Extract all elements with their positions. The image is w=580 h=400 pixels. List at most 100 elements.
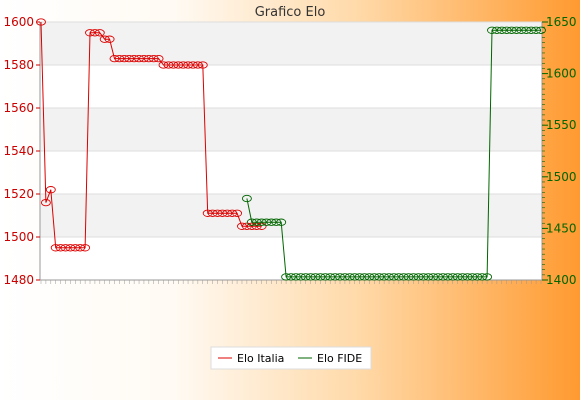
series-point-0 — [129, 54, 140, 63]
series-point-1 — [344, 273, 355, 281]
series-point-0 — [173, 61, 184, 69]
series-point-0 — [202, 209, 213, 217]
left-tick-label: 1600 — [3, 15, 34, 29]
right-tick-label: 1650 — [546, 15, 577, 29]
series-point-1 — [447, 273, 458, 281]
series-point-1 — [438, 273, 448, 281]
series-layer — [36, 18, 546, 281]
series-point-1 — [462, 273, 473, 281]
left-tick-label: 1580 — [3, 58, 34, 72]
series-point-0 — [99, 35, 110, 43]
series-point-1 — [418, 273, 429, 281]
grid-band — [40, 194, 542, 237]
axis-layer: 1480 1500 1520 1540 1560 1580 1600 1400 1450 1500… — [3, 15, 576, 287]
series-point-1 — [349, 273, 360, 281]
series-point-0 — [80, 244, 91, 252]
series-point-0 — [119, 54, 130, 63]
series-point-1 — [491, 26, 502, 34]
series-point-1 — [506, 26, 517, 34]
series-point-0 — [251, 222, 262, 230]
series-point-1 — [276, 218, 287, 226]
series-point-1 — [261, 218, 272, 226]
series-point-1 — [266, 218, 277, 226]
series-point-0 — [75, 244, 86, 252]
series-point-1 — [374, 273, 385, 281]
series-point-1 — [467, 273, 478, 281]
series-point-0 — [192, 61, 203, 69]
series-point-1 — [388, 273, 399, 281]
series-point-1 — [295, 273, 306, 281]
series-point-0 — [50, 244, 61, 252]
series-point-0 — [241, 222, 252, 230]
series-point-0 — [104, 35, 115, 43]
series-point-0 — [232, 209, 243, 217]
series-point-1 — [393, 273, 404, 281]
series-point-1 — [286, 273, 296, 281]
series-point-1 — [536, 26, 546, 34]
series-point-1 — [501, 26, 512, 34]
left-tick-label: 1560 — [3, 101, 34, 115]
series-point-1 — [335, 273, 345, 281]
series-point-1 — [251, 218, 262, 226]
right-tick-label: 1550 — [546, 118, 577, 132]
series-point-1 — [246, 218, 257, 226]
series-point-0 — [168, 61, 179, 69]
series-point-0 — [40, 198, 51, 207]
series-point-1 — [379, 273, 390, 281]
series-point-0 — [217, 209, 228, 217]
left-tick-label: 1500 — [3, 230, 34, 244]
series-point-1 — [256, 218, 267, 226]
series-point-0 — [65, 244, 76, 252]
series-point-0 — [85, 29, 95, 37]
legend: Elo Italia Elo FIDE — [210, 346, 372, 370]
series-point-0 — [60, 244, 71, 252]
series-point-1 — [354, 273, 365, 281]
series-point-1 — [496, 26, 507, 34]
series-point-1 — [271, 218, 282, 226]
series-point-1 — [305, 273, 316, 281]
series-point-0 — [94, 29, 105, 37]
series-point-1 — [521, 26, 532, 34]
series-point-1 — [423, 273, 434, 281]
series-point-0 — [55, 244, 66, 252]
series-point-1 — [526, 26, 537, 34]
series-point-0 — [153, 54, 164, 63]
series-point-0 — [178, 61, 189, 69]
series-point-1 — [359, 273, 370, 281]
left-tick-label: 1480 — [3, 273, 34, 287]
series-point-1 — [433, 273, 444, 281]
series-point-1 — [290, 273, 301, 281]
series-point-0 — [246, 222, 257, 230]
grid-layer — [40, 21, 542, 281]
series-point-1 — [477, 273, 488, 281]
series-line-0 — [40, 21, 262, 249]
series-point-0 — [124, 54, 135, 63]
legend-label-elo-italia: Elo Italia — [237, 352, 284, 365]
series-point-1 — [325, 273, 336, 281]
series-point-0 — [109, 54, 120, 63]
series-point-1 — [408, 273, 419, 281]
series-point-1 — [482, 273, 493, 281]
series-point-1 — [330, 273, 341, 281]
series-point-1 — [310, 273, 321, 281]
series-point-0 — [70, 244, 81, 252]
grid-band — [40, 108, 542, 151]
series-point-0 — [222, 209, 233, 217]
series-point-1 — [428, 273, 439, 281]
series-point-1 — [384, 273, 394, 281]
series-point-1 — [339, 273, 350, 281]
series-point-0 — [256, 222, 267, 230]
series-point-1 — [531, 26, 542, 34]
series-point-1 — [369, 273, 380, 281]
series-point-0 — [212, 209, 223, 217]
series-point-1 — [320, 273, 331, 281]
series-point-0 — [134, 54, 144, 63]
series-point-1 — [472, 273, 483, 281]
series-point-1 — [452, 273, 463, 281]
series-point-1 — [516, 26, 527, 34]
right-tick-label: 1450 — [546, 221, 577, 235]
series-point-0 — [89, 29, 100, 37]
right-tick-label: 1400 — [546, 273, 577, 287]
